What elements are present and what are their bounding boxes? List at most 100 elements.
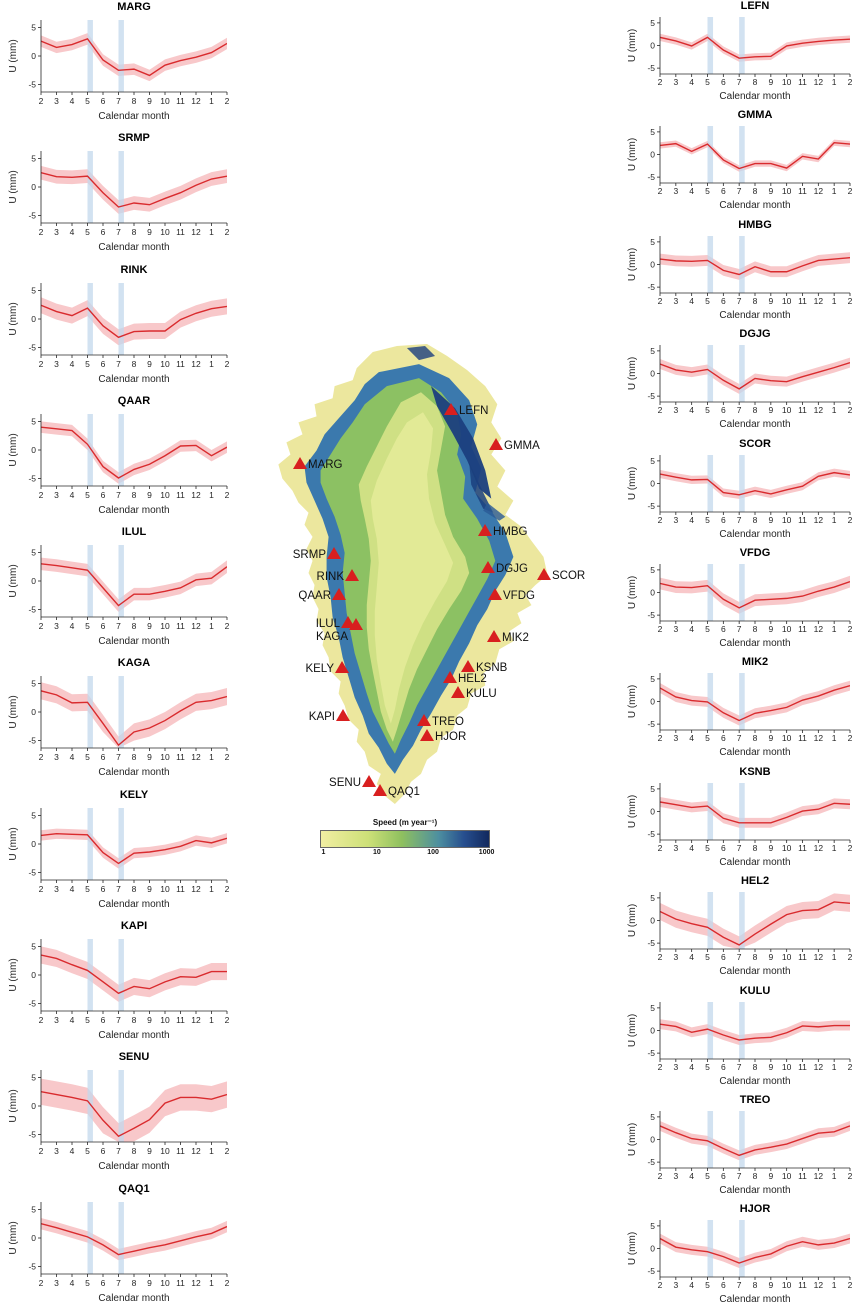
x-tick-label: 2 [848, 405, 853, 415]
shaded-month-band [118, 151, 124, 224]
x-tick-label: 10 [782, 843, 792, 853]
x-tick-label: 1 [209, 621, 214, 631]
colorbar-tick: 10 [373, 849, 381, 856]
chart-kapi: KAPI 5 0 -5 2 3 4 5 6 7 8 9 10 11 12 1 2 U (mm) Calendar m… [5, 919, 235, 1050]
chart-plot-kely: 50-52 3 4 5 6 7 8 9 10 11 12 1 2U (mm)Calendar month [8, 807, 230, 910]
y-tick-label: -5 [28, 605, 36, 615]
x-tick-label: 8 [753, 843, 758, 853]
x-axis-label: Calendar month [98, 374, 169, 385]
y-axis-label: U (mm) [627, 1123, 638, 1156]
x-axis-label: Calendar month [98, 1161, 169, 1172]
x-tick-label: 10 [160, 621, 170, 631]
x-tick-label: 11 [176, 1146, 185, 1156]
shaded-month-band [87, 676, 93, 749]
chart-hel2: HEL2 5 0 -5 2 3 4 5 6 7 8 9 10 11 12 1 2 U (mm) Calendar m… [624, 875, 858, 984]
x-axis-label: Calendar month [719, 857, 790, 868]
station-label: VFDG [503, 590, 535, 602]
x-tick-label: 1 [832, 1062, 837, 1072]
mean-line [41, 172, 227, 209]
chart-kaga: KAGA 5 0 -5 2 3 4 5 6 7 8 9 10 11 12 1 2 U (mm) Calendar m… [5, 656, 235, 787]
x-tick-label: 1 [209, 1278, 214, 1288]
x-tick-label: 2 [39, 227, 44, 237]
y-tick-label: 0 [650, 1134, 655, 1144]
confidence-band [660, 1120, 850, 1161]
y-tick-label: -5 [647, 391, 655, 401]
x-tick-label: 5 [705, 1171, 710, 1181]
x-tick-label: 11 [798, 296, 807, 306]
x-tick-label: 4 [689, 296, 694, 306]
chart-title: RINK [120, 263, 148, 276]
x-tick-label: 2 [225, 1015, 230, 1025]
x-tick-label: 1 [832, 1280, 837, 1290]
x-tick-label: 1 [209, 752, 214, 762]
confidence-band [41, 1078, 227, 1143]
chart-title: VFDG [739, 546, 771, 559]
x-tick-label: 7 [116, 96, 121, 106]
mean-line [41, 954, 227, 995]
shaded-month-band [707, 126, 714, 184]
confidence-band [660, 1018, 850, 1045]
plot-area [660, 235, 850, 293]
chart-plot-hmbg: 50-52 3 4 5 6 7 8 9 10 11 12 1 2U (mm)Calendar month [627, 235, 853, 321]
x-tick-label: 2 [658, 405, 663, 415]
x-tick-label: 4 [70, 227, 75, 237]
x-tick-label: 2 [848, 515, 853, 525]
plot-area [660, 673, 850, 731]
chart-plot-rink: 50-52 3 4 5 6 7 8 9 10 11 12 1 2U (mm)Calendar month [8, 282, 230, 385]
x-tick-label: 1 [832, 843, 837, 853]
x-tick-label: 2 [39, 1015, 44, 1025]
shaded-month-band [739, 1220, 745, 1278]
y-tick-label: 5 [650, 346, 655, 356]
y-axis-label: U (mm) [627, 138, 638, 171]
station-label: HJOR [435, 731, 467, 743]
chart-title: KAGA [117, 657, 151, 670]
x-tick-label: 2 [848, 952, 853, 962]
x-tick-label: 2 [848, 77, 853, 87]
colorbar-tick: 100 [427, 849, 439, 856]
x-tick-label: 11 [176, 884, 185, 894]
station-label: MIK2 [502, 632, 529, 644]
x-tick-label: 4 [70, 1146, 75, 1156]
x-tick-label: 7 [737, 296, 742, 306]
y-tick-label: -5 [647, 282, 655, 292]
confidence-band [660, 357, 850, 395]
x-tick-label: 10 [782, 1062, 792, 1072]
x-tick-label: 12 [191, 227, 201, 237]
y-axis-label: U (mm) [8, 958, 19, 991]
confidence-band [660, 893, 850, 950]
x-tick-label: 5 [85, 96, 90, 106]
chart-plot-senu: 50-52 3 4 5 6 7 8 9 10 11 12 1 2U (mm)Calendar month [8, 1070, 230, 1172]
x-tick-label: 12 [814, 296, 824, 306]
x-axis-label: Calendar month [98, 636, 169, 647]
y-axis-label: U (mm) [627, 466, 638, 499]
y-tick-label: 5 [31, 416, 36, 426]
station-markers-layer: LEFN GMMA MARG HMBG SRMP DGJG SCOR RINK QAAR VFDG… [268, 342, 585, 917]
shaded-month-band [118, 545, 124, 618]
x-tick-label: 12 [814, 952, 824, 962]
chart-title: ILUL [121, 526, 147, 539]
chart-srmp: SRMP 5 0 -5 2 3 4 5 6 7 8 9 10 11 12 1 2 U (mm) Calendar m… [5, 131, 235, 262]
x-tick-label: 4 [70, 752, 75, 762]
confidence-band [660, 33, 850, 62]
shaded-month-band [707, 673, 714, 731]
x-tick-label: 4 [689, 843, 694, 853]
x-tick-label: 2 [658, 77, 663, 87]
station-label: QAAR [298, 590, 331, 602]
x-axis-label: Calendar month [98, 242, 169, 253]
station-triangle-icon [451, 686, 465, 698]
station-label: KULU [466, 688, 497, 700]
x-tick-label: 8 [753, 1280, 758, 1290]
x-tick-label: 4 [689, 733, 694, 743]
plot-area [660, 1220, 850, 1278]
x-tick-label: 8 [132, 1146, 137, 1156]
x-tick-label: 2 [848, 296, 853, 306]
station-triangle-icon [443, 671, 457, 683]
x-axis-label: Calendar month [98, 1030, 169, 1041]
y-tick-label: -5 [647, 719, 655, 729]
x-tick-label: 3 [54, 359, 59, 369]
x-tick-label: 11 [798, 1280, 807, 1290]
x-tick-label: 9 [768, 624, 773, 634]
y-axis-label: U (mm) [627, 1013, 638, 1046]
shaded-month-band [118, 939, 124, 1012]
station-label: HMBG [493, 526, 528, 538]
